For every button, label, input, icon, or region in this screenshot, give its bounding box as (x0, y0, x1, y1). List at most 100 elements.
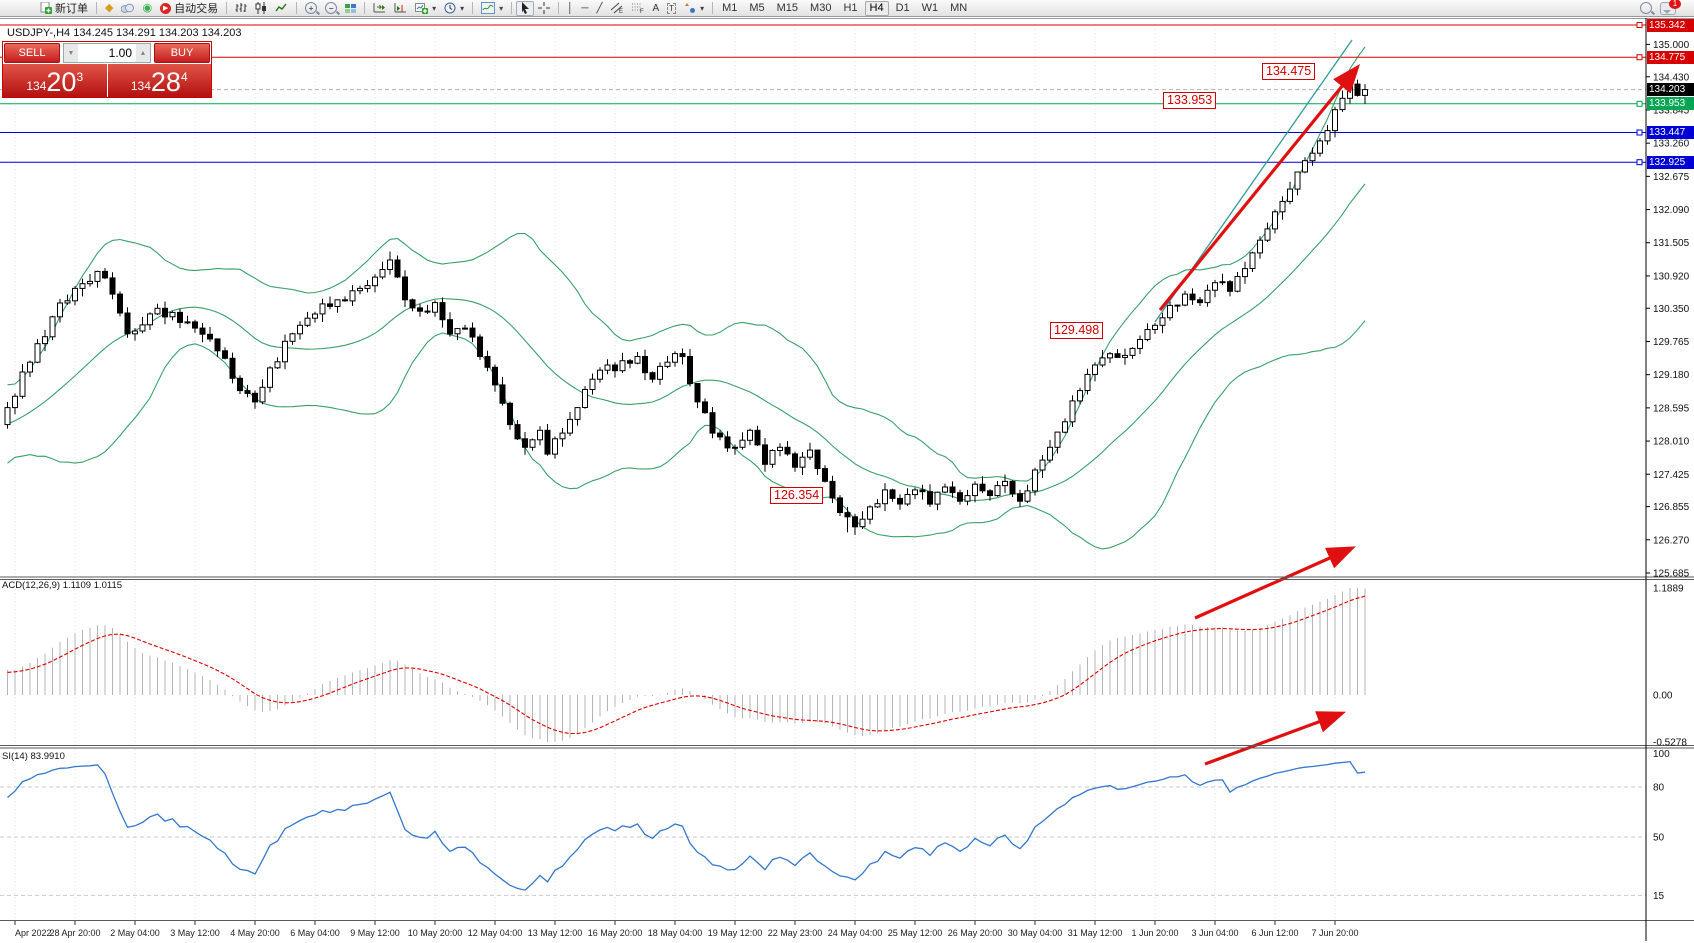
price-annotation-126.354[interactable]: 126.354 (770, 487, 824, 504)
volume-up-button[interactable]: ▲ (136, 44, 150, 62)
timeframe-H1[interactable]: H1 (843, 2, 858, 14)
candlestick-chart-button[interactable] (251, 1, 271, 16)
chart-shift-icon (394, 3, 407, 13)
timeframe-D1[interactable]: D1 (895, 2, 910, 14)
text-tool[interactable]: A (649, 1, 664, 16)
period-clock-button[interactable]: ▾ (440, 1, 468, 16)
price-badge-134.203: 134.203 (1647, 83, 1694, 97)
notification-badge: 1 (1669, 0, 1681, 9)
sell-price-big: 20 (46, 67, 77, 97)
new-order-button[interactable]: 新订单 (36, 1, 92, 16)
bar-chart-icon (235, 3, 247, 12)
time-axis-label: 16 May 20:00 (588, 928, 643, 938)
timeframe-M15[interactable]: M15 (776, 2, 799, 14)
buy-price[interactable]: 134 28 4 (107, 64, 211, 97)
price-tick: 130.920 (1653, 271, 1690, 282)
timeframe-H4[interactable]: H4 (864, 0, 889, 16)
chart-profile-button[interactable]: ▾ (477, 1, 507, 16)
tile-windows-button[interactable] (341, 1, 360, 16)
price-annotation-134.475[interactable]: 134.475 (1262, 63, 1316, 80)
macd-label: ACD(12,26,9) 1.1109 1.0115 (2, 580, 123, 591)
signals-icon: ◉ (142, 1, 153, 14)
macd-histogram (7, 588, 1366, 742)
crosshair-icon (538, 2, 551, 14)
new-order-label: 新订单 (55, 3, 88, 15)
horizontal-line-tool[interactable]: ─ (577, 1, 592, 16)
chart-canvas[interactable]: 135.000 134.430 133.845 133.260 132.675 132.0… (0, 18, 1694, 943)
community-cloud-icon (121, 3, 135, 13)
auto-scroll-button[interactable] (369, 1, 390, 16)
crosshair-button[interactable] (534, 1, 554, 16)
separator (558, 2, 560, 14)
hline-handle[interactable] (1636, 100, 1643, 107)
price-annotation-133.953[interactable]: 133.953 (1163, 92, 1217, 109)
separator (472, 2, 474, 14)
separator (226, 2, 228, 14)
cursor-icon (522, 2, 530, 14)
hline-handle[interactable] (1636, 22, 1643, 28)
search-button[interactable] (1636, 1, 1656, 16)
buy-button[interactable]: BUY (154, 43, 210, 63)
bollinger-band (7, 320, 1366, 550)
chart-shift-button[interactable] (390, 1, 411, 16)
candlestick-chart-icon (255, 2, 267, 14)
price-tick: 134.430 (1653, 72, 1690, 83)
candles (4, 74, 1368, 535)
timeframe-MN[interactable]: MN (950, 2, 968, 14)
timeframe-M1[interactable]: M1 (722, 2, 738, 14)
rsi-axis-tick: 80 (1653, 783, 1665, 794)
sell-button[interactable]: SELL (4, 43, 60, 63)
new-order-icon (40, 2, 52, 14)
macd-signal-line (7, 595, 1366, 735)
auto-trading-button[interactable]: ▶ 自动交易 (156, 1, 222, 16)
new-chart-button[interactable]: ▾ (411, 1, 440, 16)
bar-chart-button[interactable] (231, 1, 251, 16)
timeframe-M5[interactable]: M5 (749, 2, 765, 14)
zoom-in-button[interactable]: + (301, 1, 321, 16)
fibonacci-icon: F (631, 3, 644, 14)
volume-down-button[interactable]: ▼ (64, 44, 78, 62)
signals-button[interactable]: ◉ (138, 1, 156, 16)
channel-tool[interactable]: E (607, 1, 628, 16)
fibonacci-tool[interactable]: F (628, 1, 649, 16)
zoom-out-button[interactable]: − (321, 1, 341, 16)
hline-handle[interactable] (1636, 129, 1643, 136)
sell-price[interactable]: 134 20 3 (3, 64, 107, 97)
time-axis-label: 2 May 04:00 (110, 928, 160, 938)
trend-arrow-macd[interactable] (1194, 546, 1356, 620)
main-toolbar: 新订单 ◆ ◉ ▶ 自动交易 + − ▾ ▾ ▾ (0, 0, 1694, 17)
auto-scroll-icon (373, 3, 386, 13)
trendline-icon: ╱ (596, 2, 603, 14)
bollinger-band (7, 46, 1366, 482)
search-icon (1640, 2, 1652, 14)
price-annotation-129.498[interactable]: 129.498 (1050, 322, 1104, 339)
volume-value[interactable]: 1.00 (108, 46, 132, 60)
price-tick: 133.845 (1653, 105, 1690, 116)
cursor-button[interactable] (516, 0, 535, 16)
label-icon: T (667, 2, 677, 14)
price-badge-134.775: 134.775 (1647, 50, 1694, 64)
notification-bubble-icon: 1 (1660, 0, 1681, 15)
trendline-tool[interactable]: ╱ (592, 1, 606, 16)
time-axis-label: 6 May 04:00 (290, 928, 340, 938)
community-button[interactable] (117, 1, 138, 16)
trend-arrow-main[interactable] (1158, 64, 1361, 312)
shapes-tool[interactable]: ▾ (680, 1, 708, 16)
styler-button[interactable]: ◆ (101, 1, 117, 16)
timeframe-W1[interactable]: W1 (921, 2, 939, 14)
time-axis-label: 10 May 20:00 (408, 928, 463, 938)
svg-text:F: F (640, 9, 644, 14)
time-axis-label: 13 May 12:00 (528, 928, 583, 938)
timeframe-M30[interactable]: M30 (810, 2, 832, 14)
hline-handle[interactable] (1636, 54, 1643, 61)
hline-handle[interactable] (1636, 159, 1643, 166)
line-chart-button[interactable] (271, 1, 292, 16)
vertical-line-tool[interactable]: │ (563, 1, 577, 16)
notifications-button[interactable]: 1 (1656, 0, 1681, 16)
time-axis-label: 7 Jun 20:00 (1311, 928, 1358, 938)
equidistant-channel-icon: E (610, 2, 623, 14)
dropdown-caret-icon: ▾ (700, 3, 705, 13)
volume-stepper[interactable]: ▼ 1.00 ▲ (63, 43, 151, 63)
label-tool[interactable]: T (663, 1, 680, 16)
trend-arrow-rsi[interactable] (1204, 711, 1347, 766)
